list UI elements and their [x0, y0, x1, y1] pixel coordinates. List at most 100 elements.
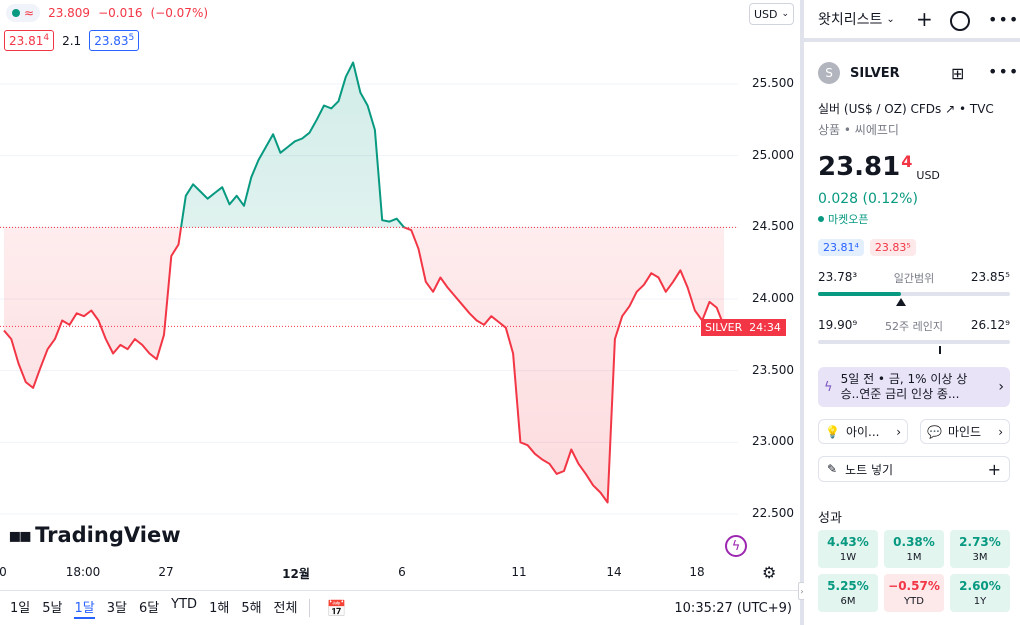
lightning-icon: ϟ — [824, 379, 833, 395]
layout-grid-icon[interactable]: ⊞ — [951, 64, 965, 83]
legend-change-pct: (−0.07%) — [150, 6, 209, 20]
add-symbol-icon[interactable]: + — [916, 7, 933, 31]
news-line-2: 승..연준 금리 인상 종... — [840, 387, 960, 401]
performance-value: 2.60% — [959, 579, 1001, 593]
range-button[interactable]: 1해 — [209, 601, 230, 616]
performance-cell[interactable]: 4.43% 1W — [818, 530, 878, 568]
watchlist-title[interactable]: 왓치리스트 — [818, 12, 883, 28]
performance-value: −0.57% — [888, 579, 940, 593]
symbol-more-icon[interactable]: ••• — [988, 62, 1020, 81]
more-icon[interactable]: ••• — [988, 9, 1020, 29]
day-range-fill — [818, 292, 901, 296]
calendar-icon[interactable]: 📅 — [326, 598, 347, 618]
legend-status[interactable]: ≈ — [6, 4, 41, 22]
minds-label: 마인드 — [947, 425, 982, 439]
range-button[interactable]: YTD — [171, 597, 198, 612]
pencil-icon: ✎ — [827, 462, 838, 476]
performance-value: 2.73% — [959, 535, 1001, 549]
bid-button[interactable]: 23.814 — [4, 30, 55, 51]
lightning-icon[interactable]: ϟ — [725, 535, 747, 557]
symbol-price-tag: SILVER — [701, 319, 747, 336]
description-text[interactable]: 실버 (US$ / OZ) CFDs — [818, 102, 942, 116]
symbol-name[interactable]: SILVER — [850, 65, 900, 81]
chevron-down-icon[interactable]: ⌄ — [886, 13, 895, 25]
ask-chip: 23.83⁵ — [869, 239, 916, 256]
chevron-down-icon: ⌄ — [781, 9, 790, 19]
week52-low: 19.90⁹ — [818, 318, 858, 332]
week52-range-bar — [818, 340, 1010, 354]
range-button[interactable]: 3달 — [106, 601, 127, 616]
performance-cell[interactable]: 5.25% 6M — [818, 574, 878, 612]
chart-pane[interactable]: ≈ 23.809 −0.016 (−0.07%) 23.814 2.1 23.8… — [0, 0, 800, 625]
x-tick-label: 11 — [511, 565, 527, 579]
performance-grid: 4.43% 1W 0.38% 1M 2.73% 3M 5.25% 6M −0.57% YTD 2.6… — [818, 530, 1010, 612]
bid-ask-chips: 23.81⁴ 23.83⁵ — [818, 239, 916, 256]
timezone-clock[interactable]: 10:35:27 (UTC+9) — [674, 600, 792, 616]
performance-period: 1M — [906, 552, 922, 563]
x-tick-label: 27 — [158, 565, 174, 579]
performance-value: 0.38% — [893, 535, 935, 549]
add-note-row[interactable]: ✎ 노트 넣기 + — [818, 456, 1010, 482]
range-button[interactable]: 1일 — [10, 601, 31, 616]
performance-period: 1W — [839, 552, 857, 563]
price-sup: 4 — [901, 152, 913, 171]
chevron-right-icon: › — [998, 379, 1004, 395]
range-button[interactable]: 5해 — [241, 601, 262, 616]
x-tick-label: 0 — [0, 565, 7, 579]
ask-button[interactable]: 23.835 — [89, 30, 140, 51]
range-buttons: 1일 5날 1달 3달 6달 YTD 1해 5해 전체 — [10, 597, 309, 619]
market-open-dot — [12, 9, 20, 17]
chevron-right-icon: › — [998, 424, 1003, 439]
news-card[interactable]: ϟ 5일 전 • 금, 1% 이상 상 승..연준 금리 인상 종... › — [818, 367, 1010, 407]
market-status-label: 마켓오픈 — [828, 213, 869, 226]
y-tick-label: 23.000 — [752, 434, 794, 449]
day-range-bar — [818, 292, 1010, 306]
range-button[interactable]: 6달 — [138, 601, 160, 616]
range-button[interactable]: 전체 — [273, 601, 298, 616]
range-button[interactable]: 5날 — [42, 601, 63, 616]
performance-cell[interactable]: −0.57% YTD — [884, 574, 944, 612]
minds-button[interactable]: 💬 마인드 › — [920, 419, 1010, 444]
x-tick-label: 6 — [398, 565, 406, 579]
market-status: 마켓오픈 — [818, 211, 868, 227]
tradingview-logo[interactable]: ▪▪ TradingView — [8, 523, 181, 547]
range-toolbar: 1일 5날 1달 3달 6달 YTD 1해 5해 전체 📅 10:35:27 (UTC+9) — [0, 590, 800, 625]
status-dot-icon — [818, 216, 824, 222]
y-tick-label: 22.500 — [752, 506, 794, 520]
pie-chart-icon[interactable] — [950, 11, 970, 31]
dot-separator: • — [958, 102, 967, 116]
price-chart[interactable] — [0, 0, 800, 590]
performance-cell[interactable]: 0.38% 1M — [884, 530, 944, 568]
currency-button[interactable]: USD ⌄ — [749, 3, 794, 25]
legend-last-price: 23.809 — [48, 6, 91, 20]
currency-label: USD — [753, 7, 778, 21]
day-low: 23.78³ — [818, 270, 858, 284]
speech-bubble-icon: 💬 — [927, 424, 942, 439]
range-button[interactable]: 1달 — [74, 597, 95, 619]
toolbar-separator — [309, 599, 311, 617]
y-tick-label: 25.000 — [752, 147, 794, 162]
add-note-plus-icon[interactable]: + — [987, 459, 1001, 479]
performance-cell[interactable]: 2.73% 3M — [950, 530, 1010, 568]
performance-period: 6M — [840, 596, 856, 607]
gear-icon[interactable]: ⚙ — [762, 563, 777, 582]
price-tag-symbol: SILVER — [705, 321, 743, 334]
external-link-icon[interactable]: ↗ — [945, 102, 956, 116]
performance-cell[interactable]: 2.60% 1Y — [950, 574, 1010, 612]
pane-divider[interactable] — [800, 0, 804, 625]
symbol-category: 상품 • 씨에프디 — [818, 123, 899, 137]
ideas-button[interactable]: 💡 아이... › — [818, 419, 908, 444]
day-range-label: 일간범위 — [893, 272, 935, 285]
day-high: 23.85⁵ — [970, 270, 1010, 284]
performance-period: YTD — [904, 596, 924, 607]
performance-value: 4.43% — [827, 535, 869, 549]
performance-value: 5.25% — [827, 579, 869, 593]
exchange-label[interactable]: TVC — [969, 102, 994, 116]
price-line-up — [180, 61, 407, 228]
bid-ask-row: 23.814 2.1 23.835 — [4, 30, 140, 51]
y-tick-label: 23.500 — [752, 362, 794, 377]
wave-icon: ≈ — [24, 6, 35, 20]
performance-period: 1Y — [973, 596, 987, 607]
area-above-baseline — [4, 62, 724, 228]
